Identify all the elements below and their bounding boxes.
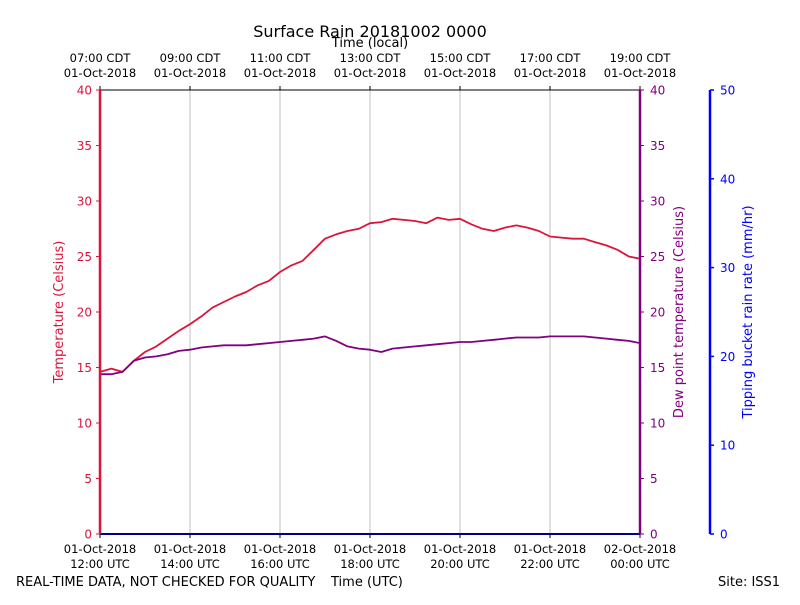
top-tick-label-date: 01-Oct-2018 [604, 66, 676, 80]
right-tick-label: 30 [720, 261, 735, 275]
top-tick-label-time: 11:00 CDT [250, 51, 312, 65]
axes-layer [96, 86, 714, 538]
left-tick-label: 20 [77, 306, 92, 320]
mid-tick-label: 0 [650, 528, 658, 542]
site-label: Site: ISS1 [718, 575, 781, 590]
left-axis-label: Temperature (Celsius) [52, 241, 67, 385]
mid-tick-label: 30 [650, 195, 665, 209]
x-tick-label-time: 00:00 UTC [610, 557, 670, 571]
top-tick-label-time: 19:00 CDT [610, 51, 672, 65]
top-axis-label: Time (local) [331, 36, 408, 51]
left-tick-label: 10 [77, 417, 92, 431]
left-tick-label: 35 [77, 139, 92, 153]
top-tick-label-time: 15:00 CDT [430, 51, 492, 65]
x-tick-label-date: 01-Oct-2018 [424, 542, 496, 556]
top-tick-label-date: 01-Oct-2018 [154, 66, 226, 80]
x-tick-label-time: 22:00 UTC [520, 557, 580, 571]
chart-title: Surface Rain 20181002 0000 [253, 22, 487, 41]
bottom-axis-label: Time (UTC) [331, 575, 403, 590]
mid-tick-label: 5 [650, 472, 658, 486]
left-tick-label: 15 [77, 361, 92, 375]
left-tick-label: 40 [77, 84, 92, 98]
top-tick-label-date: 01-Oct-2018 [424, 66, 496, 80]
right-tick-label: 40 [720, 172, 735, 186]
left-tick-label: 5 [84, 472, 92, 486]
series-line-temperature [99, 216, 641, 373]
series-line-dew-point-temperature [100, 335, 641, 376]
mid-tick-label: 40 [650, 84, 665, 98]
right-tick-label: 20 [720, 350, 735, 364]
mid-tick-label: 10 [650, 417, 665, 431]
x-tick-label-date: 01-Oct-2018 [514, 542, 586, 556]
top-tick-label-time: 17:00 CDT [520, 51, 582, 65]
left-tick-label: 0 [84, 528, 92, 542]
right-tick-label: 50 [720, 84, 735, 98]
x-tick-label-time: 18:00 UTC [340, 557, 400, 571]
right-tick-label: 10 [720, 439, 735, 453]
right-tick-label: 0 [720, 528, 728, 542]
x-tick-label-time: 16:00 UTC [250, 557, 310, 571]
left-tick-label: 30 [77, 195, 92, 209]
top-tick-label-date: 01-Oct-2018 [514, 66, 586, 80]
right-axis-label: Tipping bucket rain rate (mm/hr) [741, 205, 756, 419]
left-tick-label: 25 [77, 250, 92, 264]
disclaimer-text: REAL-TIME DATA, NOT CHECKED FOR QUALITY [16, 575, 316, 590]
x-tick-label-date: 02-Oct-2018 [604, 542, 676, 556]
top-tick-label-date: 01-Oct-2018 [64, 66, 136, 80]
x-tick-label-date: 01-Oct-2018 [64, 542, 136, 556]
x-tick-label-time: 12:00 UTC [70, 557, 130, 571]
top-tick-label-time: 09:00 CDT [160, 51, 222, 65]
top-tick-label-time: 07:00 CDT [70, 51, 132, 65]
mid-tick-label: 25 [650, 250, 665, 264]
x-tick-label-time: 14:00 UTC [160, 557, 220, 571]
mid-axis-label: Dew point temperature (Celsius) [672, 206, 687, 418]
top-tick-label-date: 01-Oct-2018 [334, 66, 406, 80]
grid [189, 90, 551, 534]
mid-tick-label: 35 [650, 139, 665, 153]
top-tick-label-time: 13:00 CDT [340, 51, 402, 65]
x-tick-label-time: 20:00 UTC [430, 557, 490, 571]
top-tick-label-date: 01-Oct-2018 [244, 66, 316, 80]
mid-tick-label: 15 [650, 361, 665, 375]
x-tick-label-date: 01-Oct-2018 [334, 542, 406, 556]
x-tick-label-date: 01-Oct-2018 [154, 542, 226, 556]
mid-tick-label: 20 [650, 306, 665, 320]
x-tick-label-date: 01-Oct-2018 [244, 542, 316, 556]
